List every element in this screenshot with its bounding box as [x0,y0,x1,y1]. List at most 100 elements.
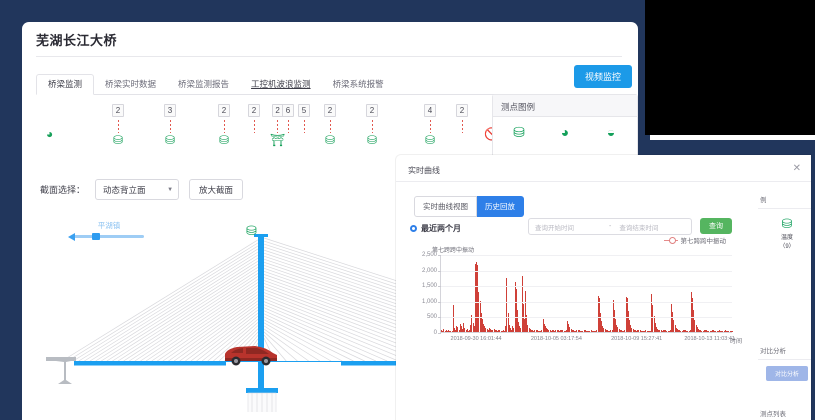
sensor-icon[interactable]: ⛁ [218,133,230,147]
sensor-column-8[interactable]: 2 ⛁ [324,100,336,146]
legend-panel-title: 测点图例 [493,95,637,117]
modal-title: 实时曲线 [408,166,440,175]
sensor-badge-8: 2 [324,104,336,117]
position-slider[interactable]: 平湖镇 [68,220,144,241]
sensor-icon[interactable]: ⛁ [324,133,336,147]
y-tick-mark-4 [438,270,441,272]
sensor-column-10[interactable]: 4 ⛁ [424,100,436,146]
chart-series-title: 第七跨跨中振动 [432,248,475,254]
sensor-column-2[interactable]: 3 ⛁ [164,100,176,146]
recent-two-months-radio[interactable]: 最近两个月 [410,223,461,234]
sensor-leader-line [303,120,305,133]
sensor-leader-line [277,120,279,133]
side-panel-legend-title: 例 [758,191,811,209]
sensor-icon[interactable]: ⛁ [164,133,176,147]
sensor-badge-7: 5 [298,104,310,117]
legend-panel-body: ⛁ ◕ ◒ [493,117,637,147]
sensor-column-5[interactable]: 2 ⛩ [270,100,285,146]
y-tick-mark-1 [438,317,441,319]
sensor-column-6[interactable]: 6 [282,100,294,134]
sensor-column-4[interactable]: 2 [248,100,260,134]
sensor-column-7[interactable]: 5 [298,100,310,134]
temperature-sensor-label: 温度 [780,235,793,241]
sensor-column-0[interactable]: ◕ [46,100,53,140]
y-tick-mark-0 [438,333,441,334]
x-tick-label-0: 2018-09-30 16:01:44 [450,336,502,342]
y-tick-label-0: 0 [433,330,437,336]
radio-dot-icon [410,224,417,232]
tab-0[interactable]: 桥梁监测 [36,73,95,95]
sensor-icon: ⛁ [513,124,525,140]
sensor-badge-6: 6 [282,104,294,117]
gauge-icon[interactable]: ◕ [46,127,54,141]
gauge-icon: ◕ [560,124,570,140]
pylon-sensor-icon[interactable]: ⛁ [246,223,257,238]
side-panel-compare-title: 对比分析 [758,342,811,360]
modal-tab-1[interactable]: 历史回放 [477,196,524,217]
sensor-icon[interactable]: ⛁ [424,133,436,147]
x-tick-label-3: 2018-10-13 11:03:41 [684,336,735,342]
legend-item-1[interactable]: ◕ [543,125,587,139]
bridge-icon[interactable]: ⛩ [270,133,286,147]
query-button[interactable]: 查询 [700,218,732,234]
vibration-chart: 第七跨跨中振动 第七跨跨中振动 0 500 1,000 1,500 2,000 2,500… [406,237,746,357]
modal-side-panel: 例 ⛁ 温度 （9） 对比分析 对比分析 测点列表 [758,191,811,420]
modal-tab-group: 实时曲线视图 历史回放 [414,196,524,217]
y-tick-label-3: 1,500 [421,283,437,290]
end-date-input[interactable]: 查询结束时间 [619,224,659,232]
sensor-badge-1: 2 [112,104,124,117]
chart-plot-area: 0 500 1,000 1,500 2,000 2,500 [422,252,733,336]
gridline-2 [441,301,732,303]
sensor-strip: ◕2⛁3⛁2⛁22⛩652⛁2⛁4⛁2🚫 [36,100,499,162]
sensor-leader-line [329,120,331,133]
sensor-badge-11: 2 [456,104,468,117]
x-tick-label-1: 2018-10-05 03:17:54 [530,336,582,342]
legend-item-2[interactable]: ◒ [589,125,633,139]
recent-two-months-label: 最近两个月 [421,223,461,233]
date-range-group: 查询开始时间 - 查询结束时间 [528,218,693,235]
start-date-input[interactable]: 查询开始时间 [535,224,574,232]
sensor-badge-9: 2 [366,104,378,117]
chevron-down-icon: ▼ [167,186,174,193]
page-title: 芜湖长江大桥 [36,33,118,48]
legend-item-0[interactable]: ⛁ [497,125,541,139]
zoom-section-button[interactable]: 放大截面 [189,179,244,200]
chart-legend[interactable]: 第七跨跨中振动 [663,235,727,245]
y-tick-mark-3 [438,286,441,288]
tab-4[interactable]: 桥梁系统报警 [332,78,384,89]
section-selector-label: 截面选择： [40,185,86,195]
sensor-leader-line [429,120,431,133]
sensor-icon[interactable]: ⛁ [112,133,124,147]
thermometer-icon: ⛁ [781,216,793,231]
temperature-sensor-item[interactable]: ⛁ 温度 （9） [758,209,811,254]
tab-bar: 桥梁监测 桥梁实时数据 桥梁监测报告 工控机波浪监测 桥梁系统报警 [36,67,624,95]
tab-2[interactable]: 桥梁监测报告 [178,78,230,89]
section-selector-value: 动态背立面 [103,184,146,195]
desktop-backdrop-right [645,0,815,135]
close-icon[interactable]: ✕ [792,163,801,174]
sensor-leader-line [223,120,225,133]
position-slider-knob[interactable] [92,233,100,240]
section-selector-dropdown[interactable]: 动态背立面 ▼ [95,179,180,200]
sensor-column-11[interactable]: 2 [456,100,468,134]
query-row: 最近两个月 查询开始时间 - 查询结束时间 查询 [410,218,800,237]
modal-tab-0[interactable]: 实时曲线视图 [414,196,477,217]
tab-3[interactable]: 工控机波浪监测 [251,78,311,89]
sensor-column-3[interactable]: 2 ⛁ [218,100,230,146]
video-surveillance-button[interactable]: 视频监控 [573,65,632,88]
position-slider-track[interactable] [68,233,144,241]
sensor-leader-line [117,120,119,133]
realtime-curve-modal: 实时曲线 ✕ 实时曲线视图 历史回放 最近两个月 查询开始时间 - 查询结束时间 … [396,155,811,420]
sensor-leader-line [169,120,171,133]
meter-icon: ◒ [606,124,616,140]
tab-1[interactable]: 桥梁实时数据 [105,78,157,89]
chart-legend-label: 第七跨跨中振动 [680,238,727,245]
sensor-column-9[interactable]: 2 ⛁ [366,100,378,146]
sensor-column-1[interactable]: 2 ⛁ [112,100,124,146]
gridline-3 [441,286,732,288]
sensor-badge-2: 3 [164,104,176,117]
sensor-icon[interactable]: ⛁ [366,133,378,147]
side-panel-list-title: 测点列表 [758,405,811,420]
compare-analysis-button[interactable]: 对比分析 [766,366,808,381]
